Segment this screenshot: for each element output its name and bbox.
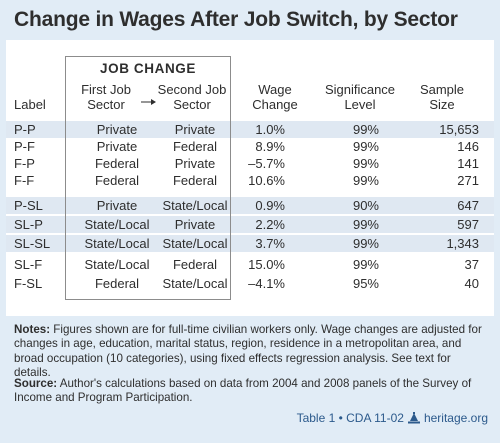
col-header-sample-size: Sample Size	[419, 82, 465, 112]
site-link[interactable]: heritage.org	[423, 411, 488, 425]
table-row: F-SL Federal State/Local –4.1% 95% 40	[14, 276, 479, 291]
table-title: Change in Wages After Job Switch, by Sec…	[14, 8, 458, 31]
table-row: P-SL Private State/Local 0.9% 90% 647	[6, 197, 494, 214]
table-row: F-F Federal Federal 10.6% 99% 271	[14, 173, 479, 188]
col-header-label: Label	[14, 97, 46, 112]
table-row: SL-P State/Local Private 2.2% 99% 597	[6, 216, 494, 233]
col-header-first-job: First Job Sector	[81, 82, 131, 112]
table-row: P-F Private Federal 8.9% 99% 146	[14, 139, 479, 154]
col-header-wage-change: Wage Change	[252, 82, 298, 112]
source-label: Source:	[14, 377, 58, 390]
arrow-right-icon	[141, 99, 156, 105]
table-row: P-P Private Private 1.0% 99% 15,653	[6, 121, 494, 138]
table-row: SL-F State/Local Federal 15.0% 99% 37	[14, 257, 479, 272]
notes-text: Figures shown are for full-time civilian…	[14, 323, 482, 379]
table-card	[6, 40, 494, 316]
heritage-bell-icon	[407, 412, 420, 424]
table-reference: Table 1 • CDA 11-02	[296, 411, 404, 425]
job-change-header: JOB CHANGE	[99, 61, 196, 76]
col-header-second-job: Second Job Sector	[157, 82, 227, 112]
table-source: Source: Author's calculations based on d…	[14, 377, 488, 406]
source-text: Author's calculations based on data from…	[14, 377, 472, 405]
table-row: SL-SL State/Local State/Local 3.7% 99% 1…	[6, 235, 494, 252]
col-header-significance: Significance Level	[324, 82, 396, 112]
notes-label: Notes:	[14, 323, 51, 336]
footer-credit: Table 1 • CDA 11-02 heritage.org	[297, 411, 488, 425]
table-notes: Notes: Figures shown are for full-time c…	[14, 323, 488, 380]
table-row: F-P Federal Private –5.7% 99% 141	[14, 156, 479, 171]
